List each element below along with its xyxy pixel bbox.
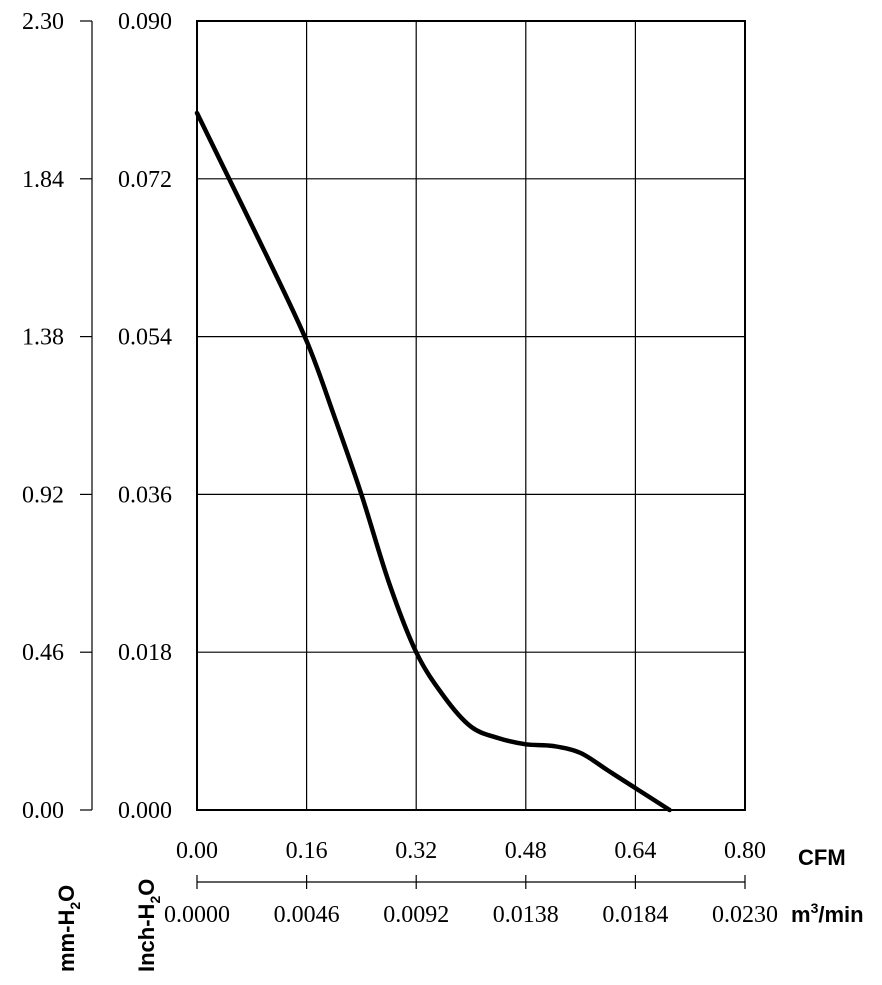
y-tick-label-outer: 0.46 (22, 640, 64, 666)
x-tick-label-m3min: 0.0046 (274, 902, 340, 928)
x-tick-label-m3min: 0.0000 (164, 902, 230, 928)
y-tick-label-inner: 0.036 (118, 482, 172, 508)
series-group (194, 110, 672, 813)
x-tick-label-cfm: 0.00 (176, 838, 218, 864)
x-tick-label-m3min: 0.0184 (602, 902, 668, 928)
y-tick-label-outer: 0.00 (22, 798, 64, 824)
x-axis-primary: 0.00 0.16 0.32 0.48 0.64 0.80 (176, 838, 766, 864)
x-tick-label-cfm: 0.32 (395, 838, 437, 864)
pq-curve-line (194, 110, 672, 813)
x-axis-label-m3min: m3/min (791, 900, 864, 927)
y-tick-label-outer: 1.84 (22, 167, 64, 193)
x-tick-label-m3min: 0.0230 (712, 902, 778, 928)
y-tick-label-inner: 0.054 (118, 325, 172, 351)
y-axis-label-inch-h2o: Inch-H2O (134, 879, 163, 972)
x-tick-label-m3min: 0.0138 (493, 902, 559, 928)
y-tick-label-outer: 1.38 (22, 325, 64, 351)
x-tick-label-cfm: 0.48 (505, 838, 547, 864)
y-axis-inner: 0.000 0.018 0.036 0.054 0.072 0.090 (118, 9, 172, 824)
chart-grid (196, 20, 746, 811)
x-tick-label-cfm: 0.16 (286, 838, 328, 864)
y-tick-label-inner: 0.000 (118, 798, 172, 824)
y-tick-label-inner: 0.072 (118, 167, 172, 193)
y-tick-label-outer: 0.92 (22, 482, 64, 508)
y-axis-outer: 0.00 0.46 0.92 1.38 1.84 2.30 (22, 9, 93, 824)
plot-frame (196, 20, 746, 811)
x-tick-label-m3min: 0.0092 (383, 902, 449, 928)
y-axis-label-mm-h2o: mm-H2O (54, 885, 83, 972)
x-axis-label-cfm: CFM (798, 845, 846, 870)
y-tick-label-inner: 0.090 (118, 9, 172, 35)
y-tick-label-outer: 2.30 (22, 9, 64, 35)
x-axis-secondary: 0.0000 0.0046 0.0092 0.0138 0.0184 0.0230 (164, 875, 778, 928)
y-tick-label-inner: 0.018 (118, 640, 172, 666)
x-tick-label-cfm: 0.64 (614, 838, 656, 864)
x-tick-label-cfm: 0.80 (724, 838, 766, 864)
